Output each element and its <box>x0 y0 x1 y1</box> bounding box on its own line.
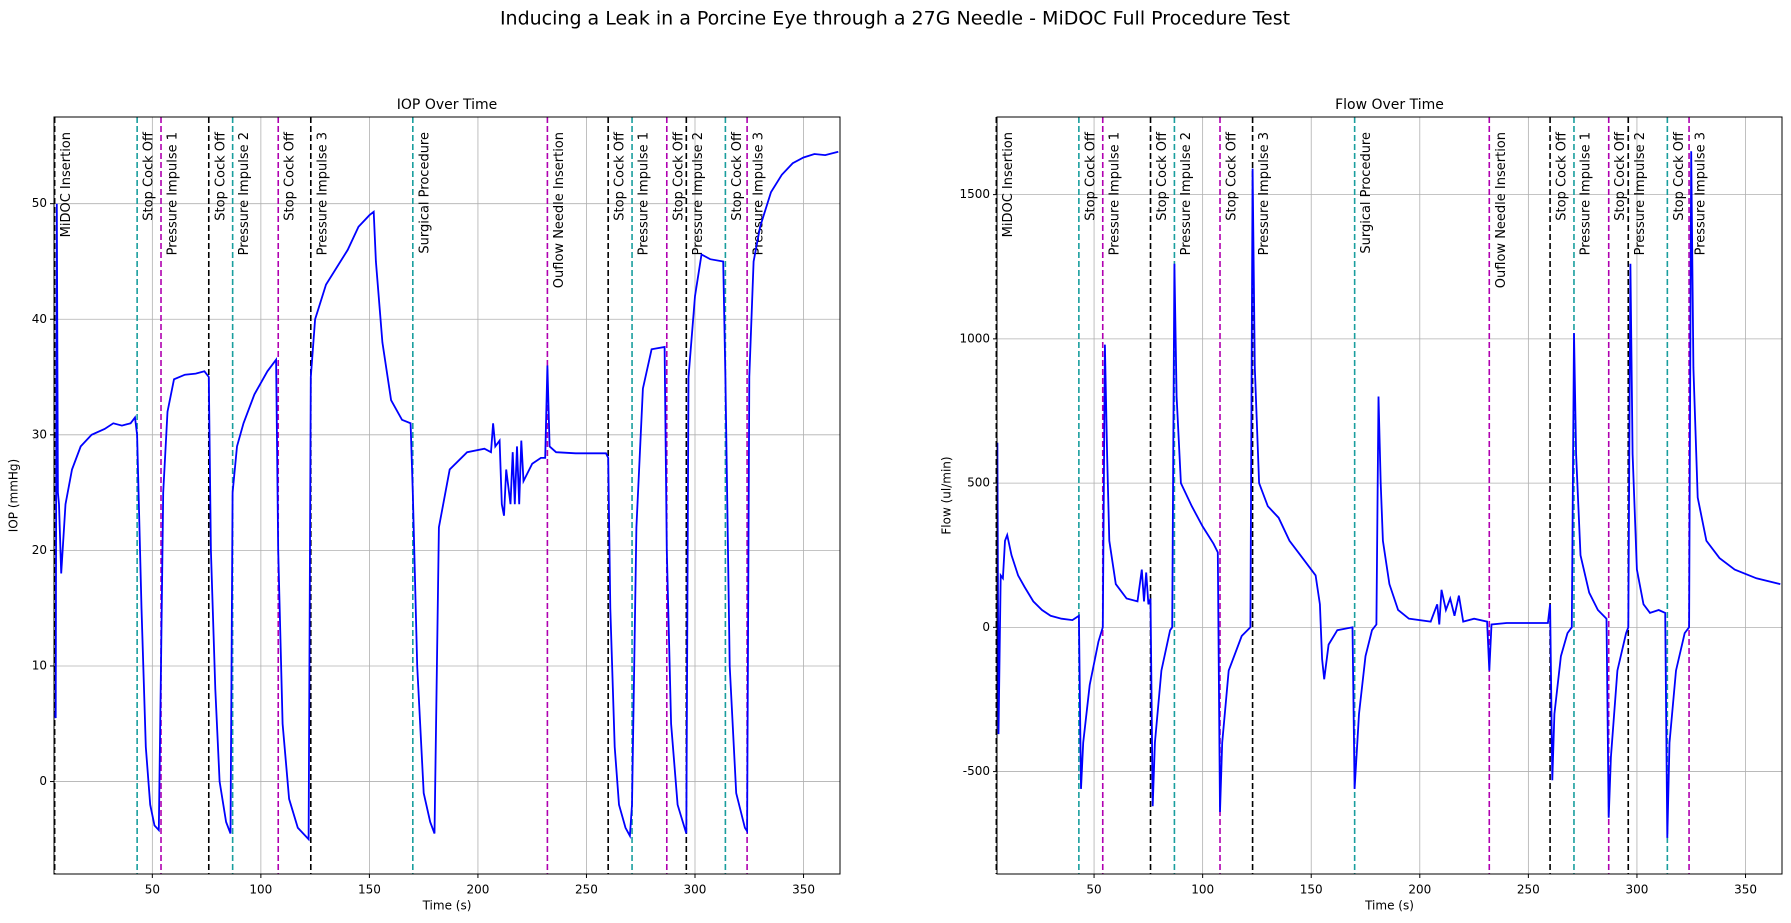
event-label: Stop Cock Off <box>283 131 298 221</box>
event-label: MiDOC Insertion <box>59 132 74 237</box>
x-tick-label: 300 <box>684 883 707 897</box>
axes-frame <box>996 116 1783 875</box>
figure-title: Inducing a Leak in a Porcine Eye through… <box>500 8 1290 30</box>
x-tick-label: 350 <box>1734 883 1757 897</box>
data-line <box>54 150 839 842</box>
x-axis-label: Time (s) <box>1364 899 1414 913</box>
x-tick-label: 150 <box>358 883 381 897</box>
x-tick-label: 100 <box>1191 883 1214 897</box>
event-label: Pressure Impulse 3 <box>315 132 330 255</box>
event-label: Ouflow Needle Insertion <box>1494 132 1509 288</box>
x-tick-label: 300 <box>1625 883 1648 897</box>
event-label: Pressure Impulse 1 <box>166 132 181 255</box>
event-label: Pressure Impulse 2 <box>1179 132 1194 255</box>
event-label: Pressure Impulse 3 <box>1257 132 1272 255</box>
y-axis-label: Flow (ul/min) <box>940 456 954 534</box>
y-tick-label: 0 <box>39 774 47 788</box>
event-label: Ouflow Needle Insertion <box>552 132 567 288</box>
y-axis-label: IOP (mmHg) <box>7 459 21 532</box>
x-tick-label: 200 <box>1408 883 1431 897</box>
x-tick-label: 100 <box>249 883 272 897</box>
x-tick-label: 250 <box>1517 883 1540 897</box>
y-tick-label: 30 <box>32 427 47 441</box>
event-label: Pressure Impulse 2 <box>237 132 252 255</box>
axes-frame <box>53 116 841 875</box>
event-label: Surgical Procedure <box>1359 132 1374 254</box>
y-tick-label: -500 <box>963 764 990 778</box>
y-tick-label: 50 <box>32 196 47 210</box>
event-label: Pressure Impulse 2 <box>1633 132 1648 255</box>
x-axis-label: Time (s) <box>422 899 472 913</box>
event-label: Pressure Impulse 1 <box>637 132 652 255</box>
x-tick-label: 50 <box>145 883 160 897</box>
x-tick-label: 250 <box>575 883 598 897</box>
y-tick-label: 40 <box>32 312 47 326</box>
event-label: Pressure Impulse 3 <box>1694 132 1709 255</box>
event-label: Pressure Impulse 2 <box>691 132 706 255</box>
event-label: Stop Cock Off <box>1613 131 1628 221</box>
event-label: Stop Cock Off <box>613 131 628 221</box>
event-label: MiDOC Insertion <box>1001 132 1016 237</box>
event-label: Stop Cock Off <box>213 131 228 221</box>
axes-title: Flow Over Time <box>1335 97 1444 113</box>
event-label: Surgical Procedure <box>417 132 432 254</box>
event-label: Stop Cock Off <box>730 131 745 221</box>
y-tick-label: 500 <box>967 476 990 490</box>
event-label: Pressure Impulse 1 <box>1107 132 1122 255</box>
y-tick-label: 20 <box>32 543 47 557</box>
y-tick-label: 1500 <box>959 187 990 201</box>
x-tick-label: 350 <box>792 883 815 897</box>
event-label: Stop Cock Off <box>1555 131 1570 221</box>
x-tick-label: 200 <box>466 883 489 897</box>
event-label: Stop Cock Off <box>142 131 157 221</box>
event-label: Pressure Impulse 1 <box>1578 132 1593 255</box>
y-tick-label: 10 <box>32 658 47 672</box>
data-line <box>997 151 1781 838</box>
event-label: Stop Cock Off <box>671 131 686 221</box>
event-label: Stop Cock Off <box>1225 131 1240 221</box>
y-tick-label: 1000 <box>959 331 990 345</box>
x-tick-label: 50 <box>1086 883 1101 897</box>
event-label: Pressure Impulse 3 <box>752 132 767 255</box>
x-tick-label: 150 <box>1300 883 1323 897</box>
y-tick-label: 0 <box>982 620 990 634</box>
event-label: Stop Cock Off <box>1155 131 1170 221</box>
event-label: Stop Cock Off <box>1083 131 1098 221</box>
axes-title: IOP Over Time <box>397 97 497 113</box>
event-label: Stop Cock Off <box>1672 131 1687 221</box>
